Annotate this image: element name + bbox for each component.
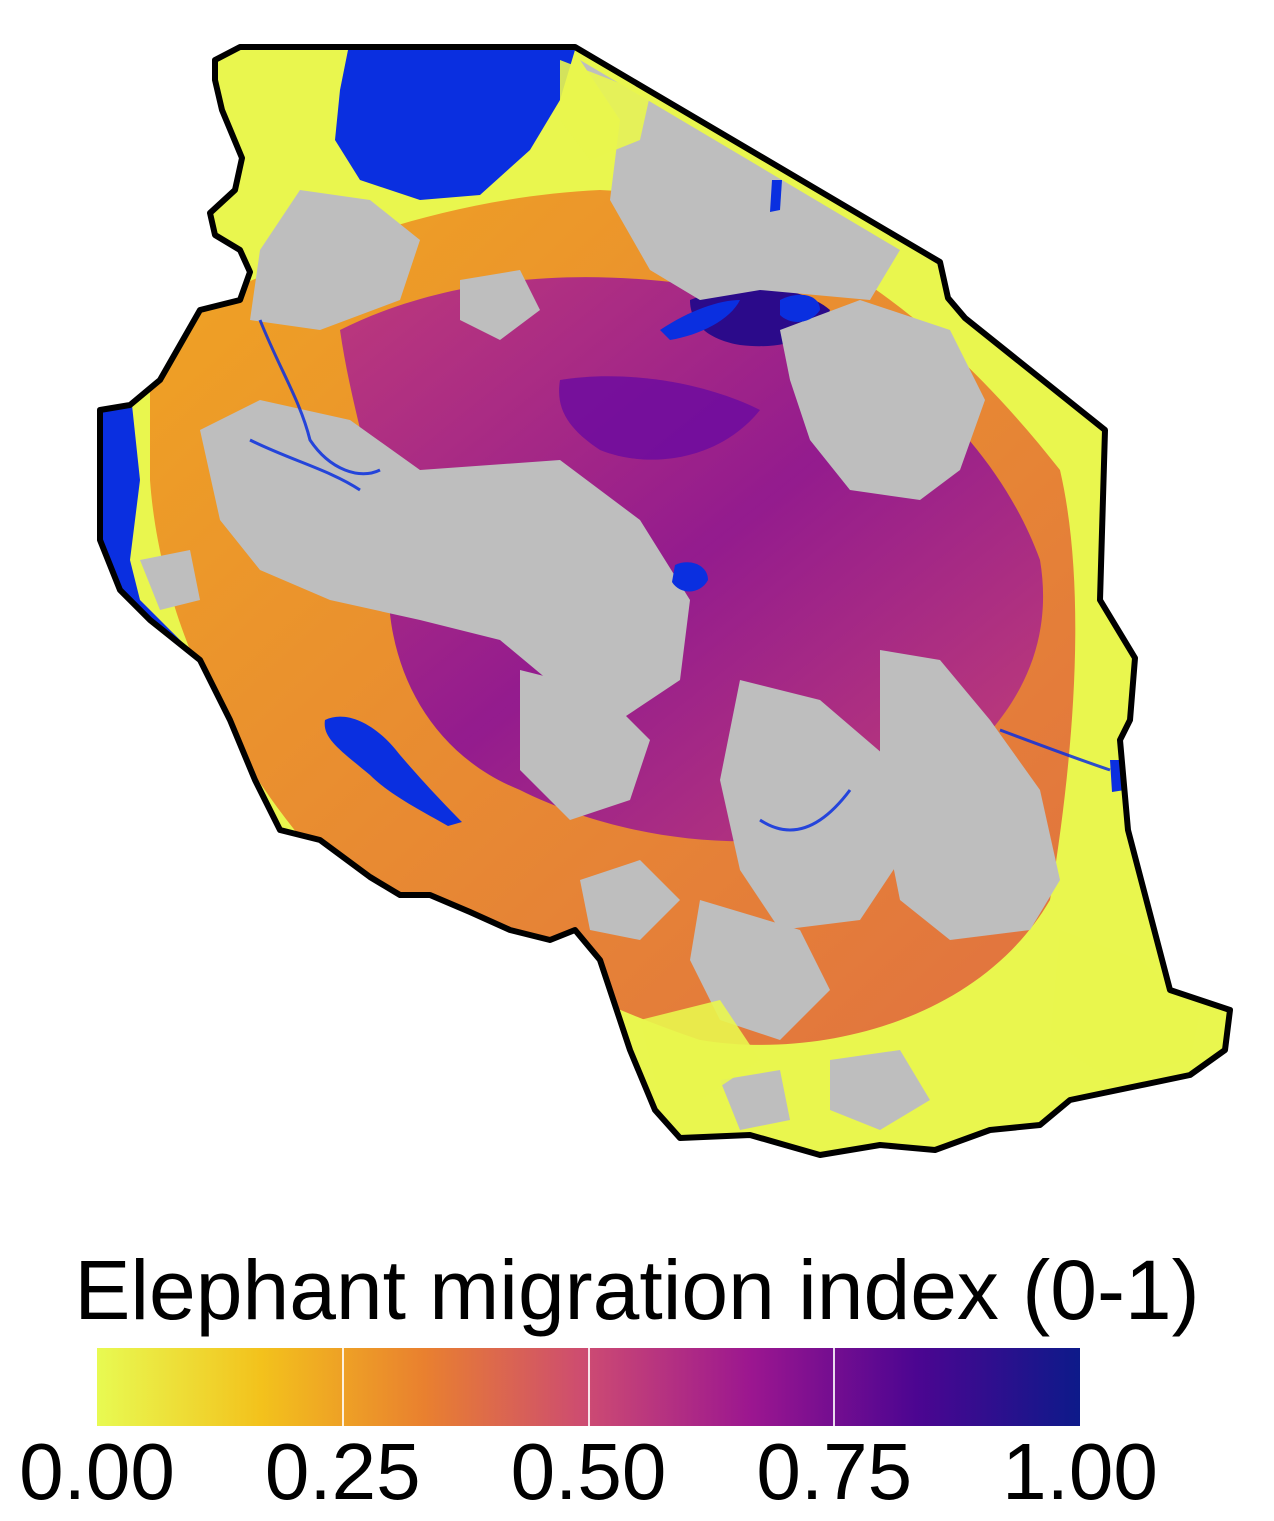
tanzania-map — [97, 44, 1233, 1158]
legend-tick-mark — [341, 1348, 344, 1426]
legend-tick-label: 0.75 — [756, 1427, 913, 1516]
map-raster — [100, 47, 1230, 1155]
legend-tick-mark — [587, 1348, 590, 1426]
legend-tick-mark — [833, 1348, 836, 1426]
legend-title: Elephant migration index (0-1) — [74, 1243, 1200, 1337]
legend-tick-label: 0.00 — [19, 1427, 175, 1516]
legend-tick-label: 1.00 — [1002, 1427, 1158, 1516]
country-border — [97, 44, 1233, 1158]
legend-tick-label: 0.25 — [264, 1427, 421, 1516]
legend-tick-label: 0.50 — [510, 1427, 667, 1516]
